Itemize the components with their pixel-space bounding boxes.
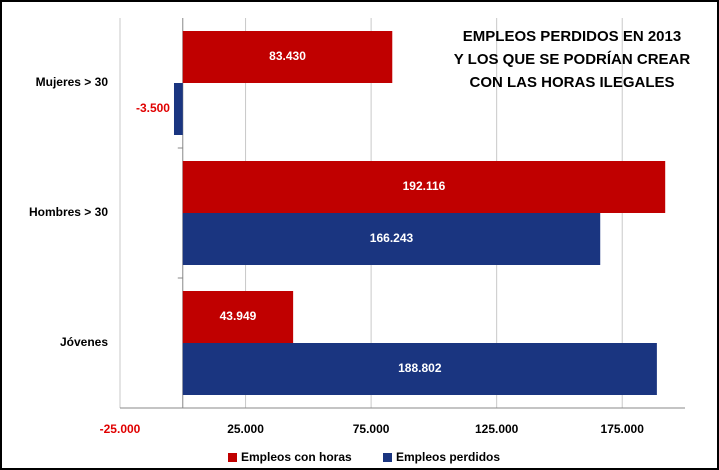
value-label: 166.243 [370,231,414,245]
bar [182,161,666,213]
x-tick-label: -25.000 [100,422,141,436]
bar [182,343,657,395]
chart-title: CON LAS HORAS ILEGALES [469,74,674,91]
chart-title: Y LOS QUE SE PODRÍAN CREAR [454,51,691,68]
bar [173,83,183,135]
legend-swatch [228,453,237,462]
x-tick-label: 25.000 [227,422,264,436]
value-label: 188.802 [398,361,442,375]
value-label: 192.116 [403,179,446,193]
category-label: Hombres > 30 [29,205,108,219]
value-label: 83.430 [269,49,306,63]
chart-title: EMPLEOS PERDIDOS EN 2013 [463,28,681,45]
legend-label: Empleos perdidos [396,450,500,464]
bar [182,31,393,83]
value-label: 43.949 [220,309,257,323]
category-label: Jóvenes [60,335,108,349]
legend-swatch [383,453,392,462]
x-tick-label: 175.000 [601,422,645,436]
bar [182,291,294,343]
value-label: -3.500 [136,101,170,115]
category-label: Mujeres > 30 [36,75,109,89]
bar [182,213,601,265]
x-tick-label: 125.000 [475,422,519,436]
x-tick-label: 75.000 [353,422,390,436]
legend-label: Empleos con horas [241,450,352,464]
